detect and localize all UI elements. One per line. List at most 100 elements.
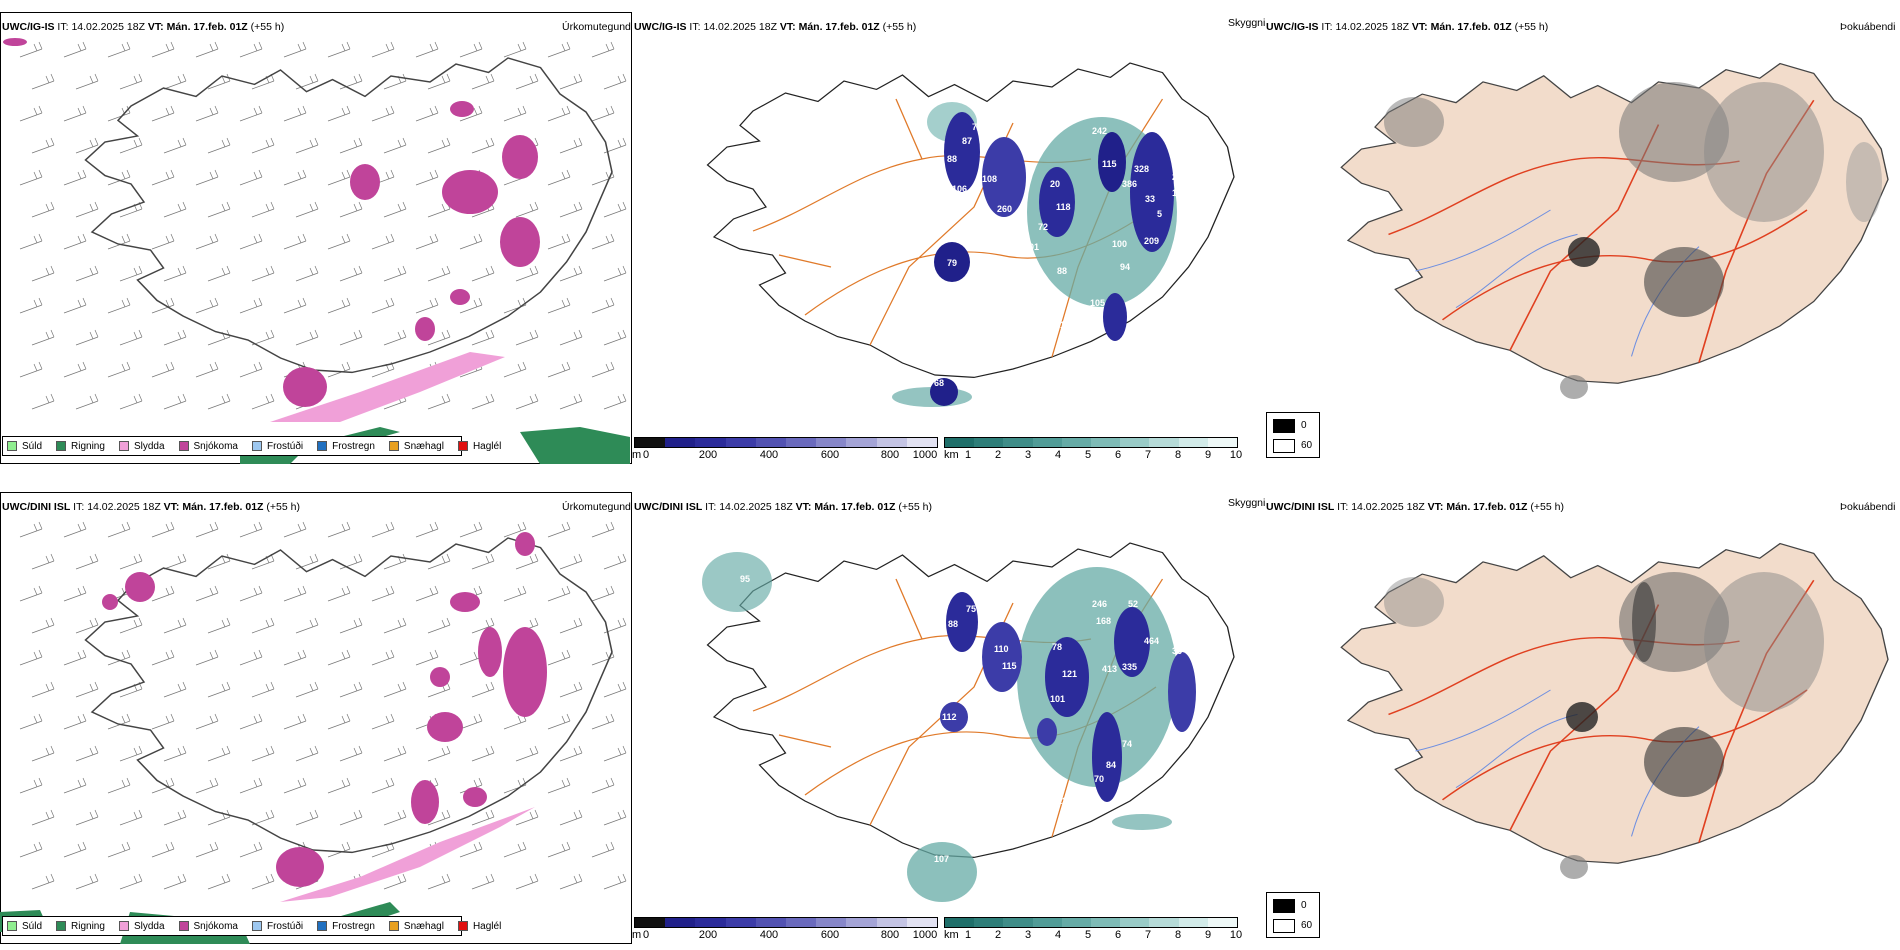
wind-barb (19, 233, 43, 250)
legend-freezing-rain: Frostregn (317, 441, 375, 452)
vis-colorbar (944, 437, 1238, 448)
legend-label: Slydda (133, 440, 165, 452)
ceiling-label: 242 (1092, 126, 1107, 136)
wind-barb (383, 617, 407, 634)
fog-panel-row1: UWC/IG-IS IT: 14.02.2025 18Z VT: Mán. 17… (1264, 12, 1900, 464)
precip-frame (0, 492, 632, 944)
legend-drizzle: Súld (7, 441, 42, 452)
ceiling-label: 33 (1145, 194, 1155, 204)
wind-barb (239, 585, 263, 602)
wind-barb (119, 809, 143, 826)
wind-barb (295, 745, 319, 762)
wind-barb (107, 41, 131, 58)
vt-value: Mán. 17.feb. 01Z (182, 501, 264, 513)
wind-barb (383, 681, 407, 698)
tick-label: 1 (964, 929, 972, 941)
model-name: UWC/DINI ISL (1266, 501, 1335, 513)
vt-value: Mán. 17.feb. 01Z (1430, 21, 1512, 33)
wind-barb (547, 105, 571, 122)
ceiling-label: 108 (982, 174, 997, 184)
ceiling-label: 75 (966, 604, 976, 614)
lead-time: (+55 h) (1530, 501, 1564, 513)
panel-header: UWC/IG-IS IT: 14.02.2025 18Z VT: Mán. 17… (634, 20, 916, 34)
wind-barb (427, 809, 451, 826)
wind-barb (559, 329, 583, 346)
wind-barb (283, 713, 307, 730)
wind-barb (515, 553, 539, 570)
ceiling-unit: m (632, 449, 642, 461)
fog-label-light: 60 (1301, 440, 1313, 451)
wind-barb (63, 41, 87, 58)
wind-barb (31, 265, 55, 282)
it-value: 14.02.2025 18Z (1351, 501, 1425, 513)
ceiling-label: 108 (1060, 336, 1075, 346)
wind-barb (207, 137, 231, 154)
ceiling-label: 101 (1050, 694, 1065, 704)
sleet-areas (280, 807, 535, 902)
precip-legend: Súld Rigning Slydda Snjókoma Frostúði Fr… (2, 436, 501, 456)
ceiling-label: 12 (1057, 796, 1067, 806)
vis-colorbar (944, 917, 1238, 928)
tick-label: 5 (1084, 449, 1092, 461)
ceiling-label: 16 (958, 199, 968, 209)
wind-barb (327, 105, 351, 122)
wind-barb (75, 873, 99, 890)
tick-label: 9 (1204, 929, 1212, 941)
wind-barb (251, 393, 275, 410)
legend-rain: Rigning (56, 921, 105, 932)
wind-barb (591, 361, 615, 378)
wind-barb (163, 73, 187, 90)
model-name: UWC/IG-IS (1266, 21, 1319, 33)
ceiling-label: 121 (1062, 669, 1077, 679)
ceiling-label: 246 (1092, 599, 1107, 609)
wind-barb (19, 777, 43, 794)
wind-barb (547, 521, 571, 538)
wind-barb (603, 553, 627, 570)
ceiling-label: 106 (1060, 320, 1075, 330)
it-label: IT: (705, 501, 717, 513)
wind-barb (471, 393, 495, 410)
legend-label: Haglél (472, 920, 502, 932)
wind-barb (283, 169, 307, 186)
wind-barb (327, 361, 351, 378)
tick-label: 6 (1114, 449, 1122, 461)
fog-label-dark: 0 (1301, 420, 1307, 431)
ceiling-label: 17 (1017, 728, 1027, 738)
tick-label: 0 (642, 929, 650, 941)
wind-barb (603, 745, 627, 762)
wind-barb (547, 649, 571, 666)
ceiling-title: Skyggni (1228, 17, 1266, 29)
wind-barb (163, 617, 187, 634)
wind-barb (63, 169, 87, 186)
wind-barb (547, 361, 571, 378)
wind-barb (19, 361, 43, 378)
wind-barb (63, 585, 87, 602)
wind-barb (195, 841, 219, 858)
vt-label: VT: (147, 21, 164, 33)
wind-barb (459, 521, 483, 538)
lead-time: (+55 h) (882, 21, 917, 33)
ceiling-colorbar (634, 917, 938, 928)
tick-label: 6 (1114, 929, 1122, 941)
wind-barb (547, 841, 571, 858)
wind-barb (151, 361, 175, 378)
legend-label: Frostúði (266, 920, 304, 932)
ceiling-label: 77 (972, 122, 982, 132)
wind-barb (31, 617, 55, 634)
wind-barb (207, 553, 231, 570)
wind-barb (591, 841, 615, 858)
wind-barb (151, 713, 175, 730)
wind-barb (427, 873, 451, 890)
wind-barb (591, 297, 615, 314)
ceiling-label: 115 (1002, 661, 1017, 671)
wind-barb (195, 521, 219, 538)
wind-barb (339, 265, 363, 282)
ceiling-label: 79 (947, 258, 957, 268)
tick-label: 10 (1229, 929, 1243, 941)
wind-barb (195, 361, 219, 378)
wind-barb (63, 105, 87, 122)
wind-barb (339, 201, 363, 218)
wind-barb (371, 713, 395, 730)
fog-swatch-light (1273, 919, 1295, 933)
wind-barb (107, 841, 131, 858)
